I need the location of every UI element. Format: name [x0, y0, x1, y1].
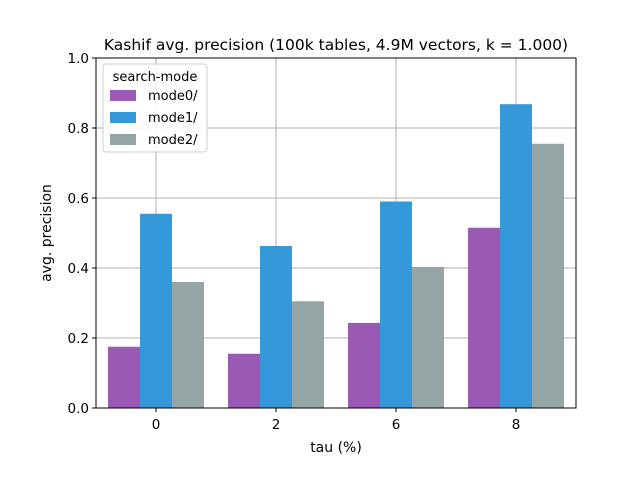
- bar-mode2-8: [532, 143, 564, 408]
- bar-mode0-2: [228, 353, 260, 408]
- bar-mode1-6: [380, 201, 412, 408]
- bar-mode1-0: [140, 213, 172, 408]
- legend-items: mode0/mode1/mode2/: [110, 89, 198, 148]
- y-axis-label: avg. precision: [39, 184, 55, 282]
- legend-swatch: [110, 134, 136, 145]
- legend-swatch: [110, 112, 136, 123]
- bar-mode1-8: [500, 104, 532, 408]
- y-tick-label: 0.0: [68, 401, 89, 417]
- y-tick-label: 0.2: [68, 331, 89, 347]
- legend-label: mode1/: [148, 111, 198, 126]
- bar-mode2-6: [412, 266, 444, 408]
- legend-title: search-mode: [113, 70, 198, 85]
- chart-title: Kashif avg. precision (100k tables, 4.9M…: [104, 36, 568, 54]
- legend-swatch: [110, 90, 136, 101]
- y-tick-label: 0.6: [68, 191, 89, 207]
- bar-mode0-0: [108, 346, 140, 408]
- x-tick-label: 6: [392, 417, 401, 433]
- legend: search-mode mode0/mode1/mode2/: [102, 63, 208, 153]
- x-tick-label: 2: [272, 417, 281, 433]
- x-tick-label: 0: [152, 417, 161, 433]
- x-axis-ticks: 0 2 6 8: [152, 408, 521, 433]
- legend-box: [102, 63, 208, 153]
- bar-mode0-8: [468, 227, 500, 408]
- bar-mode2-0: [172, 282, 204, 408]
- x-tick-label: 8: [512, 417, 521, 433]
- legend-label: mode0/: [148, 89, 198, 104]
- bar-mode2-2: [292, 301, 324, 408]
- y-axis-ticks: 0.0 0.2 0.4 0.6 0.8 1.0: [68, 51, 96, 417]
- y-tick-label: 0.4: [68, 261, 89, 277]
- bars: [108, 104, 564, 408]
- plot-frame: [95, 57, 577, 409]
- y-tick-label: 0.8: [68, 121, 89, 137]
- legend-label: mode2/: [148, 133, 198, 148]
- x-axis-label: tau (%): [310, 440, 362, 456]
- bar-mode1-2: [260, 245, 292, 408]
- bar-mode0-6: [348, 322, 380, 408]
- y-tick-label: 1.0: [68, 51, 89, 67]
